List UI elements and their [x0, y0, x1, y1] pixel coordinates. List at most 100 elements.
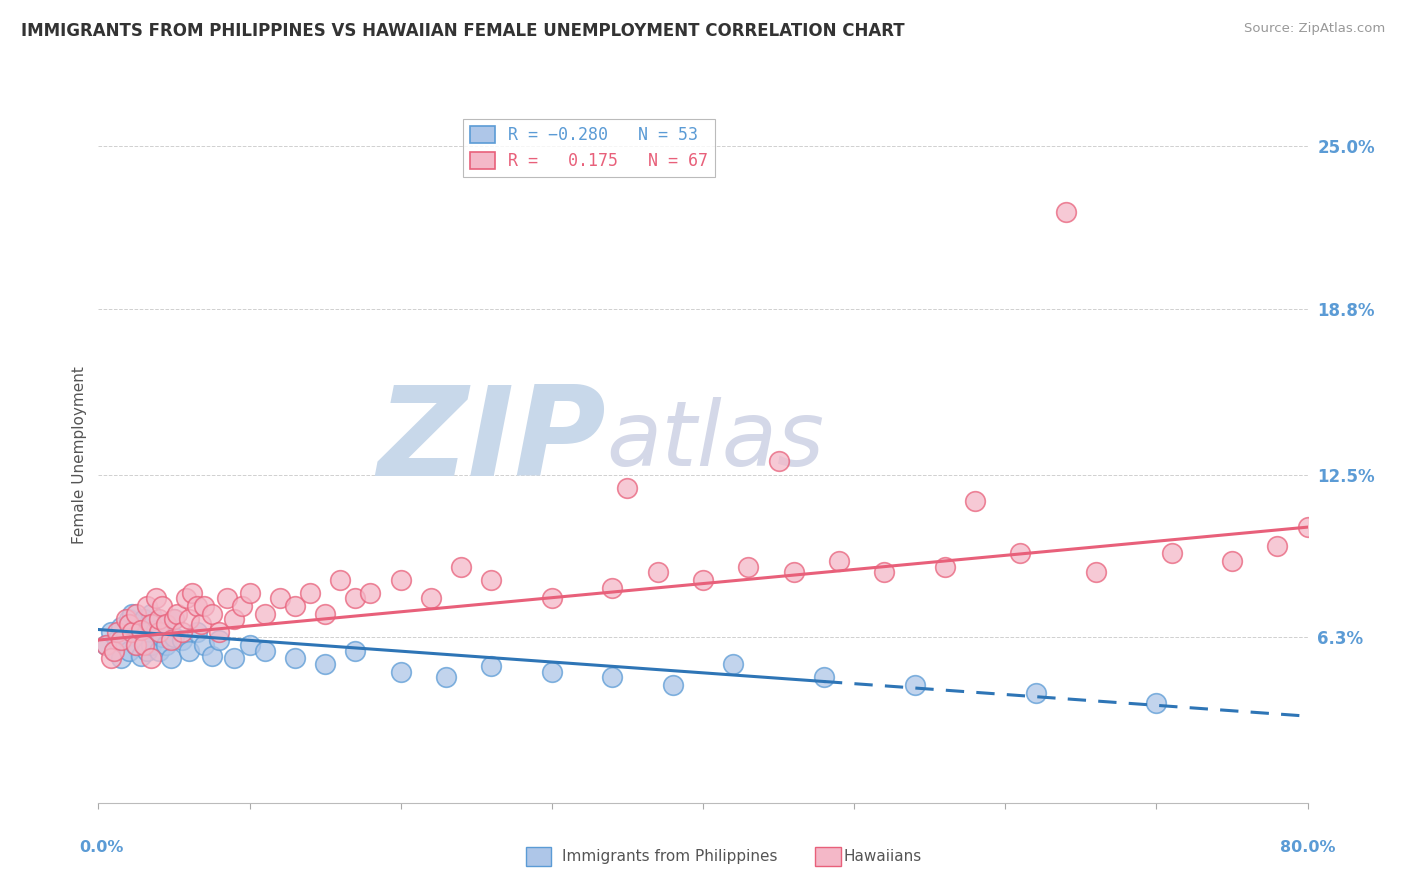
Point [344, 591, 367, 605]
Point [239, 638, 262, 652]
Point [389, 665, 412, 679]
Point [201, 607, 224, 621]
Point [103, 643, 125, 657]
Point [132, 612, 155, 626]
Point [231, 599, 253, 613]
Point [163, 612, 186, 626]
Point [737, 559, 759, 574]
Point [284, 651, 307, 665]
Point [105, 625, 128, 640]
Point [145, 623, 167, 637]
Point [125, 617, 148, 632]
Point [163, 612, 186, 626]
Point [160, 633, 183, 648]
Point [141, 638, 163, 652]
Point [160, 651, 183, 665]
Point [181, 586, 204, 600]
Point [125, 638, 148, 652]
Point [540, 665, 562, 679]
Point [540, 591, 562, 605]
Point [224, 612, 246, 626]
Legend: R = −0.280   N = 53, R =   0.175   N = 67: R = −0.280 N = 53, R = 0.175 N = 67 [464, 119, 716, 177]
Point [155, 617, 177, 632]
Text: 0.0%: 0.0% [79, 840, 124, 855]
Point [1144, 696, 1167, 710]
Point [193, 599, 215, 613]
Point [768, 454, 790, 468]
Point [148, 612, 170, 626]
Point [344, 643, 367, 657]
Point [110, 651, 132, 665]
Point [166, 607, 188, 621]
Point [602, 670, 624, 684]
Point [132, 633, 155, 648]
Point [135, 599, 157, 613]
Point [269, 591, 291, 605]
Point [105, 633, 128, 648]
Point [239, 586, 262, 600]
Point [186, 599, 208, 613]
Point [481, 659, 503, 673]
Point [121, 625, 143, 640]
Point [125, 607, 148, 621]
Point [284, 599, 307, 613]
Point [481, 573, 503, 587]
Point [224, 651, 246, 665]
Point [1054, 205, 1077, 219]
Point [148, 625, 170, 640]
Y-axis label: Female Unemployment: Female Unemployment [72, 366, 87, 544]
Point [141, 607, 163, 621]
Point [329, 573, 352, 587]
Point [1010, 546, 1032, 560]
Point [135, 643, 157, 657]
Point [121, 607, 143, 621]
Point [647, 565, 669, 579]
Point [186, 625, 208, 640]
Point [934, 559, 956, 574]
Point [904, 678, 927, 692]
Point [692, 573, 714, 587]
Point [170, 625, 193, 640]
Text: Hawaiians: Hawaiians [844, 849, 922, 863]
Point [121, 625, 143, 640]
Point [1265, 539, 1288, 553]
Point [208, 625, 231, 640]
Point [190, 617, 212, 632]
Point [174, 591, 197, 605]
Point [118, 643, 141, 657]
Point [201, 648, 224, 663]
Point [129, 623, 152, 637]
Point [1160, 546, 1182, 560]
Point [782, 565, 804, 579]
Point [616, 481, 638, 495]
Text: ZIP: ZIP [378, 381, 606, 501]
Point [813, 670, 835, 684]
Point [103, 643, 125, 657]
Point [253, 607, 276, 621]
Point [129, 648, 152, 663]
Point [170, 633, 193, 648]
Text: atlas: atlas [606, 397, 824, 485]
Point [94, 638, 117, 652]
Point [253, 643, 276, 657]
Point [450, 559, 472, 574]
Point [208, 633, 231, 648]
Text: Immigrants from Philippines: Immigrants from Philippines [562, 849, 778, 863]
Point [114, 631, 136, 645]
Point [828, 554, 851, 568]
Point [1024, 685, 1046, 699]
Point [155, 617, 177, 632]
Point [193, 638, 215, 652]
Point [721, 657, 744, 671]
Point [1085, 565, 1108, 579]
Point [177, 643, 201, 657]
Point [94, 638, 117, 652]
Point [150, 631, 173, 645]
Point [100, 651, 122, 665]
Point [100, 625, 122, 640]
Point [125, 638, 148, 652]
Point [434, 670, 457, 684]
Point [419, 591, 441, 605]
Point [177, 612, 201, 626]
Point [118, 612, 141, 626]
